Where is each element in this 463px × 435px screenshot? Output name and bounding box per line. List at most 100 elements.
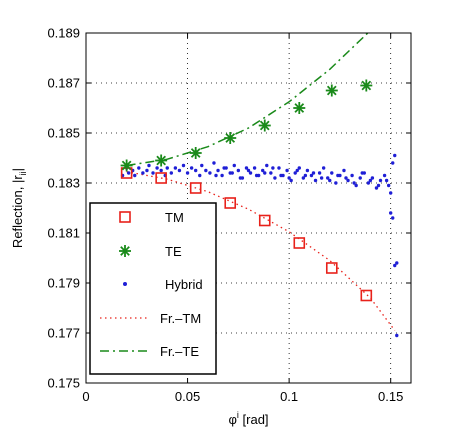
hybrid-point	[376, 183, 381, 188]
hybrid-point	[232, 163, 236, 168]
tm-point	[293, 237, 306, 249]
x-axis-label-unit: [rad]	[239, 412, 269, 427]
hybrid-point	[305, 168, 310, 173]
y-tick-label: 0.175	[47, 376, 80, 391]
hybrid-point	[220, 173, 224, 178]
y-tick-label: 0.181	[47, 226, 80, 241]
hybrid-point	[254, 173, 259, 178]
hybrid-point	[173, 166, 178, 170]
hybrid-point	[366, 181, 371, 185]
legend-label-hybrid: Hybrid	[165, 277, 203, 292]
hybrid-point	[368, 178, 373, 183]
hybrid-point	[269, 171, 273, 175]
plot-frame	[85, 32, 412, 384]
x-tick-label: 0.05	[175, 389, 200, 404]
hybrid-point	[313, 178, 318, 183]
hybrid-point	[386, 183, 391, 188]
legend-label-fr-te: Fr.–TE	[160, 344, 199, 359]
legend-item-hybrid: Hybrid	[123, 277, 203, 292]
y-tick-label: 0.183	[47, 176, 80, 191]
legend-item-te: TE	[119, 244, 182, 259]
series-line-fr-te	[126, 33, 369, 167]
hybrid-point	[222, 166, 226, 170]
hybrid-point	[208, 171, 212, 175]
hybrid-point	[319, 176, 324, 180]
hybrid-point	[216, 168, 220, 173]
hybrid-point	[352, 181, 356, 185]
hybrid-point	[374, 186, 379, 190]
hybrid-point	[155, 166, 159, 170]
ticks: 0 0.05 0.1 0.15 0.175 0.177 0.179 0.181 0.183 0.1…	[47, 26, 411, 404]
hybrid-point	[285, 168, 289, 173]
hybrid-point	[293, 171, 297, 175]
hybrid-point	[317, 171, 322, 175]
hybrid-point	[214, 173, 218, 178]
hybrid-point	[263, 171, 267, 175]
hybrid-point	[297, 166, 301, 170]
hybrid-point	[336, 173, 340, 178]
te-point	[120, 159, 133, 172]
hybrid-point	[384, 178, 389, 183]
legend-marker-hybrid	[123, 282, 127, 286]
hybrid-point	[230, 171, 234, 175]
hybrid-point	[252, 166, 257, 170]
x-axis-label-sup: i	[237, 410, 239, 420]
series-line-fr-tm	[126, 171, 396, 331]
hybrid-point	[393, 263, 397, 268]
hybrid-point	[248, 171, 253, 175]
hybrid-point	[295, 168, 299, 173]
hybrid-point	[151, 171, 155, 175]
hybrid-point	[261, 168, 265, 173]
x-axis-label: φi [rad]	[228, 410, 268, 427]
x-axis-label-main: φ	[228, 412, 236, 427]
legend-marker-tm	[119, 211, 131, 223]
hybrid-point	[358, 176, 362, 180]
te-point	[293, 102, 306, 114]
hybrid-point	[244, 166, 249, 170]
hybrid-point	[344, 176, 348, 180]
hybrid-point	[147, 163, 151, 168]
hybrid-point	[177, 168, 182, 173]
hybrid-point	[350, 173, 354, 178]
hybrid-point	[193, 168, 198, 173]
hybrid-point	[145, 168, 149, 173]
hybrid-point	[309, 173, 314, 178]
y-tick-label: 0.177	[47, 326, 80, 341]
tm-point	[189, 182, 202, 194]
x-tick-label: 0.1	[280, 389, 298, 404]
hybrid-point	[126, 171, 131, 175]
legend-label-fr-tm: Fr.–TM	[160, 311, 201, 326]
y-axis-label-sub: ii	[18, 171, 28, 175]
hybrid-point	[277, 166, 281, 170]
hybrid-point	[273, 176, 277, 180]
hybrid-point	[303, 173, 308, 178]
hybrid-point	[137, 166, 141, 170]
y-tick-label: 0.187	[47, 76, 80, 91]
hybrid-point	[279, 173, 283, 178]
hybrid-point	[212, 161, 216, 165]
tm-point	[155, 172, 167, 184]
hybrid-point	[200, 163, 204, 168]
x-tick-label: 0	[82, 389, 89, 404]
legend-item-fr-tm: Fr.–TM	[100, 311, 201, 326]
hybrid-point	[370, 176, 375, 180]
hybrid-point	[169, 171, 174, 175]
hybrid-point	[301, 176, 306, 180]
y-axis-label: Reflection, |rii|	[10, 168, 28, 248]
hybrid-point	[181, 163, 186, 168]
y-tick-label: 0.185	[47, 126, 80, 141]
legend: TM TE Hybrid Fr.–TM Fr.–TE	[89, 202, 217, 375]
y-tick-label: 0.189	[47, 26, 80, 41]
hybrid-point	[321, 166, 326, 170]
hybrid-point	[289, 178, 293, 183]
hybrid-point	[346, 178, 350, 183]
hybrid-point	[265, 163, 269, 168]
hybrid-point	[388, 191, 393, 195]
legend-item-tm: TM	[119, 210, 184, 225]
y-axis-label-end: |	[10, 168, 25, 171]
hybrid-point	[165, 166, 169, 170]
hybrid-point	[330, 171, 334, 175]
hybrid-point	[198, 173, 202, 178]
hybrid-point	[311, 171, 316, 175]
